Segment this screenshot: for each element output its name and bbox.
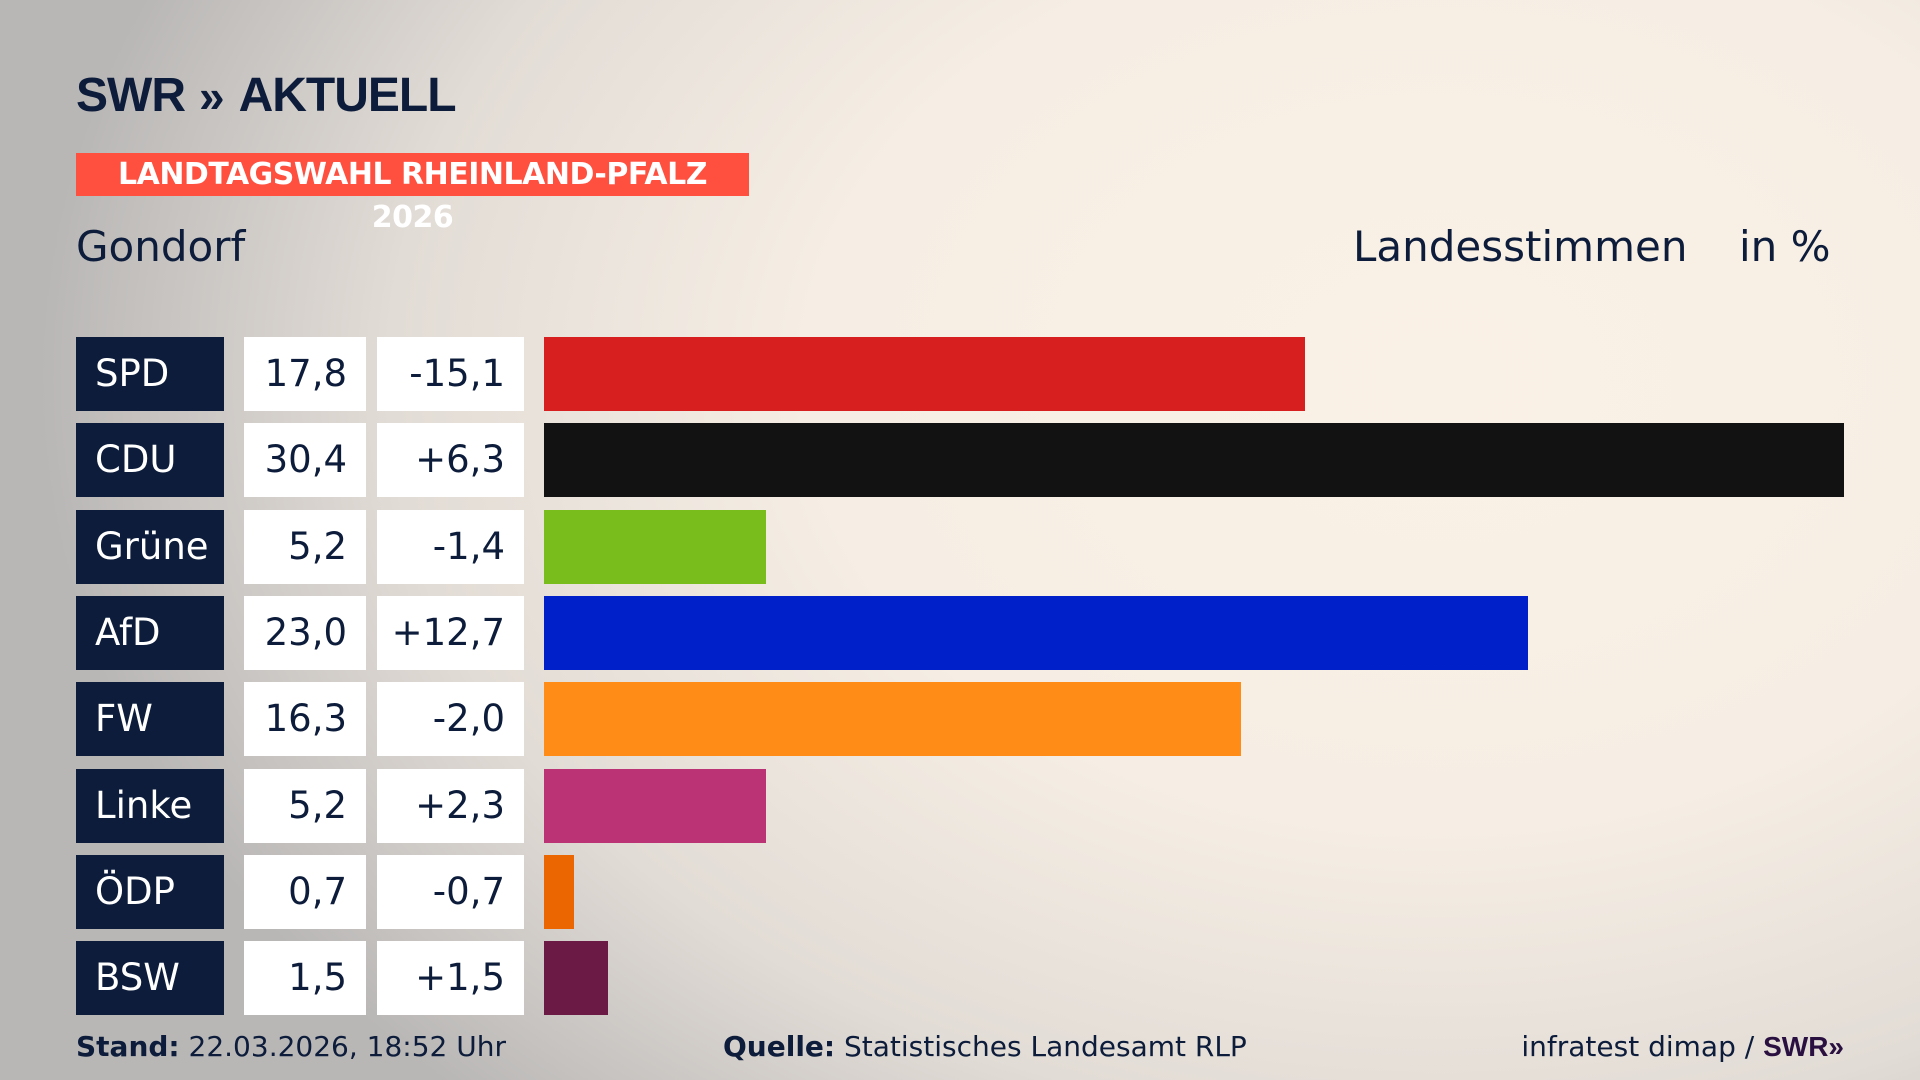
timestamp: Stand: 22.03.2026, 18:52 Uhr xyxy=(76,1030,506,1063)
vote-share: 0,7 xyxy=(244,854,366,929)
party-label: Grüne xyxy=(76,509,224,584)
result-row: AfD 23,0 +12,7 xyxy=(76,595,1876,670)
vote-change: +12,7 xyxy=(377,595,524,670)
bar-fw xyxy=(544,682,1242,757)
unit-label: in % xyxy=(1739,222,1831,271)
subtitle: Landesstimmen xyxy=(1353,222,1688,271)
vote-change: +2,3 xyxy=(377,768,524,843)
result-row: SPD 17,8 -15,1 xyxy=(76,337,1876,411)
vote-change: +1,5 xyxy=(377,941,524,1016)
result-row: BSW 1,5 +1,5 xyxy=(76,941,1876,1016)
vote-share: 16,3 xyxy=(244,682,366,757)
party-label: ÖDP xyxy=(76,854,224,929)
logo-suffix: AKTUELL xyxy=(238,69,457,122)
bar-afd xyxy=(544,595,1528,670)
party-label: BSW xyxy=(76,941,224,1016)
vote-share: 23,0 xyxy=(244,595,366,670)
stand-value: 22.03.2026, 18:52 Uhr xyxy=(188,1030,506,1063)
result-row: Linke 5,2 +2,3 xyxy=(76,768,1876,843)
swr-small-logo: SWR» xyxy=(1763,1031,1844,1062)
vote-change: -15,1 xyxy=(377,337,524,411)
source-value: Statistisches Landesamt RLP xyxy=(844,1030,1247,1063)
vote-change: -2,0 xyxy=(377,682,524,757)
result-row: CDU 30,4 +6,3 xyxy=(76,423,1876,498)
vote-share: 5,2 xyxy=(244,768,366,843)
election-banner: LANDTAGSWAHL RHEINLAND-PFALZ 2026 xyxy=(76,153,749,235)
result-row: Grüne 5,2 -1,4 xyxy=(76,509,1876,584)
party-label: AfD xyxy=(76,595,224,670)
vote-change: +6,3 xyxy=(377,423,524,498)
vote-share: 5,2 xyxy=(244,509,366,584)
vote-change: -1,4 xyxy=(377,509,524,584)
bar-linke xyxy=(544,768,767,843)
stand-label: Stand: xyxy=(76,1030,180,1063)
vote-share: 17,8 xyxy=(244,337,366,411)
bar-bsw xyxy=(544,941,609,1016)
logo-swr: SWR xyxy=(76,69,186,122)
source-label: Quelle: xyxy=(723,1030,836,1063)
source: Quelle: Statistisches Landesamt RLP xyxy=(723,1030,1247,1063)
bar-cdu xyxy=(544,423,1844,498)
party-label: CDU xyxy=(76,423,224,498)
result-row: FW 16,3 -2,0 xyxy=(76,682,1876,757)
swr-aktuell-logo: SWR» AKTUELL xyxy=(76,68,457,123)
bar-spd xyxy=(544,337,1306,411)
bar-grüne xyxy=(544,509,767,584)
party-label: FW xyxy=(76,682,224,757)
credit: infratest dimap / SWR» xyxy=(1521,1030,1844,1063)
place-title: Gondorf xyxy=(76,222,246,271)
vote-share: 30,4 xyxy=(244,423,366,498)
vote-share: 1,5 xyxy=(244,941,366,1016)
bar-ödp xyxy=(544,854,574,929)
result-row: ÖDP 0,7 -0,7 xyxy=(76,854,1876,929)
party-label: SPD xyxy=(76,337,224,411)
credit-text: infratest dimap / xyxy=(1521,1030,1755,1063)
party-label: Linke xyxy=(76,768,224,843)
vote-change: -0,7 xyxy=(377,854,524,929)
chevron-icon: » xyxy=(198,69,224,122)
